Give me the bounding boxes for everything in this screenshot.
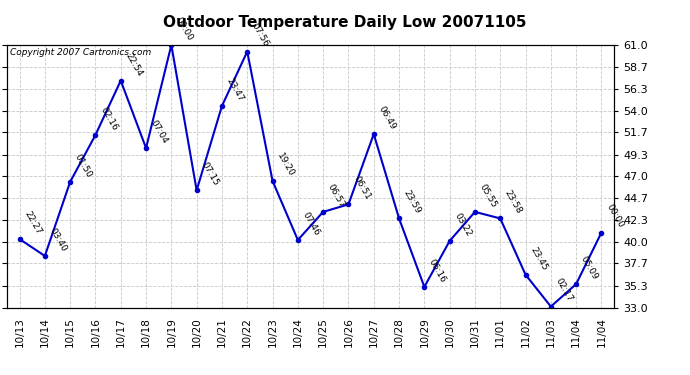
Text: 23:47: 23:47: [225, 76, 246, 103]
Text: 23:59: 23:59: [402, 189, 422, 216]
Text: 07:15: 07:15: [199, 160, 220, 188]
Text: 07:56: 07:56: [250, 22, 270, 49]
Text: 02:16: 02:16: [98, 105, 119, 132]
Text: 02:17: 02:17: [553, 277, 574, 304]
Text: 22:54: 22:54: [124, 51, 144, 78]
Text: 07:04: 07:04: [149, 118, 170, 146]
Text: 03:40: 03:40: [48, 226, 68, 253]
Text: 03:22: 03:22: [453, 211, 473, 238]
Text: Copyright 2007 Cartronics.com: Copyright 2007 Cartronics.com: [10, 48, 151, 57]
Text: 05:09: 05:09: [579, 254, 600, 281]
Text: 07:46: 07:46: [301, 210, 322, 237]
Text: Outdoor Temperature Daily Low 20071105: Outdoor Temperature Daily Low 20071105: [164, 15, 526, 30]
Text: 19:20: 19:20: [275, 152, 296, 178]
Text: 23:45: 23:45: [529, 245, 549, 272]
Text: 23:58: 23:58: [503, 189, 524, 216]
Text: 01:50: 01:50: [73, 152, 94, 179]
Text: 06:16: 06:16: [427, 257, 448, 284]
Text: 06:51: 06:51: [351, 175, 372, 202]
Text: 06:57: 06:57: [326, 182, 346, 209]
Text: 05:55: 05:55: [477, 182, 498, 209]
Text: 06:49: 06:49: [377, 105, 397, 131]
Text: 00:00: 00:00: [174, 15, 195, 42]
Text: 22:27: 22:27: [22, 210, 43, 236]
Text: 00:00: 00:00: [604, 203, 625, 230]
